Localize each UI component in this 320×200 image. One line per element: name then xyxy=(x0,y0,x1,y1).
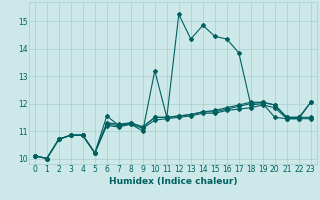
X-axis label: Humidex (Indice chaleur): Humidex (Indice chaleur) xyxy=(108,177,237,186)
